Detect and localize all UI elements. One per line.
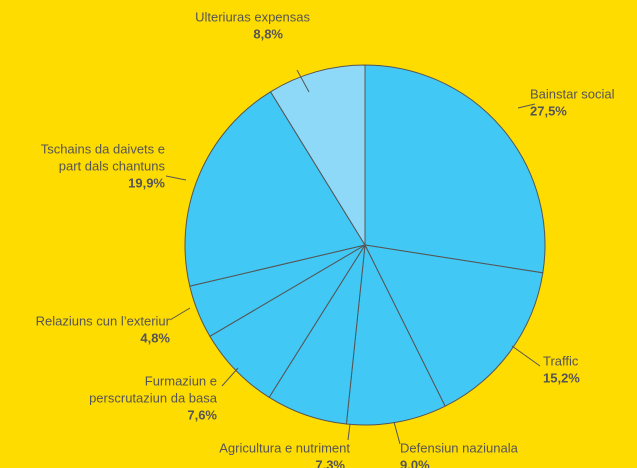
slice-label: Defensiun naziunala — [400, 440, 519, 455]
slice-label: Traffic — [543, 353, 579, 368]
value-label: 15,2% — [543, 370, 580, 385]
value-label: 9,0% — [400, 457, 430, 468]
leader-line — [511, 345, 541, 367]
slice-label: perscrutaziun da basa — [89, 390, 218, 405]
value-label: 8,8% — [253, 26, 283, 41]
pie-slice — [184, 91, 366, 287]
value-label: 19,9% — [128, 175, 165, 190]
leader-line — [347, 423, 351, 441]
value-label: 7,6% — [187, 407, 217, 422]
slice-label: Agricultura e nutriment — [219, 440, 350, 455]
value-label: 7,3% — [315, 457, 345, 468]
slice-label: Furmaziun e — [145, 373, 217, 388]
slice-label: Bainstar social — [530, 86, 615, 101]
value-label: 27,5% — [530, 103, 567, 118]
leader-line — [221, 367, 239, 387]
slice-label: Relaziuns cun l’exteriur — [36, 313, 171, 328]
leader-line — [517, 103, 536, 109]
leader-line — [169, 307, 191, 321]
slice-label: part dals chantuns — [59, 158, 166, 173]
leader-line — [296, 69, 310, 93]
leader-line — [165, 175, 187, 181]
pie-slice — [364, 64, 546, 274]
pie-slice — [364, 244, 544, 407]
value-label: 4,8% — [140, 330, 170, 345]
slice-label: Ulteriuras expensas — [195, 9, 310, 24]
leader-line — [393, 421, 401, 445]
pie-slice — [269, 64, 366, 247]
slice-label: Tschains da daivets e — [41, 141, 165, 156]
